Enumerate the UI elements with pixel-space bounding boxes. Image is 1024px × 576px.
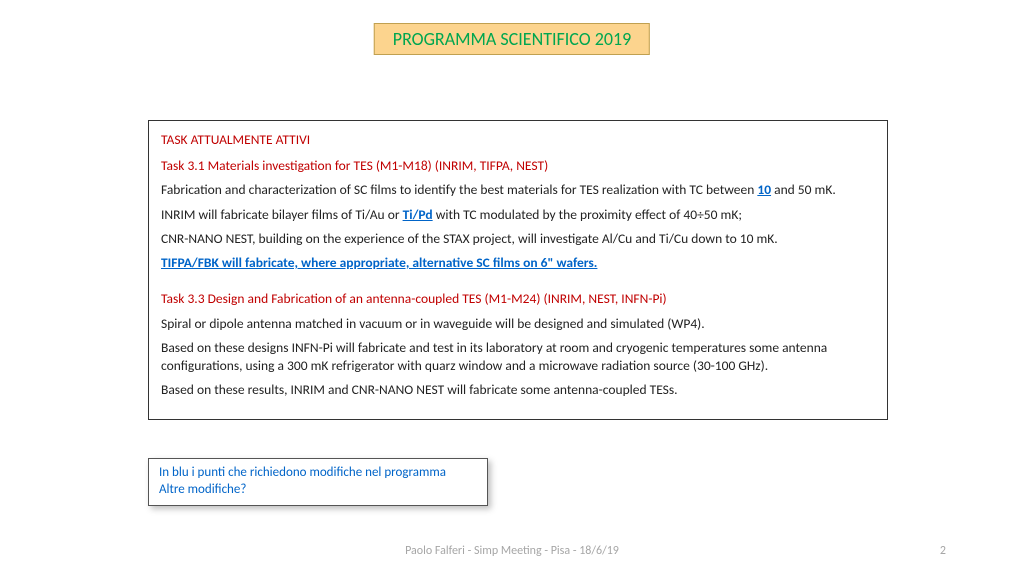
note-line1: In blu i punti che richiedono modifiche … [159, 465, 477, 482]
task31-p2-blue: Ti/Pd [403, 206, 433, 223]
task31-p1-pre: Fabrication and characterization of SC f… [161, 181, 757, 198]
footer-text: Paolo Falferi - Simp Meeting - Pisa - 18… [0, 544, 1024, 558]
task33-p3: Based on these results, INRIM and CNR-NA… [161, 381, 875, 399]
note-line2: Altre modifiche? [159, 482, 477, 499]
task31-p2-post: with TC modulated by the proximity effec… [433, 206, 742, 223]
main-content-box: TASK ATTUALMENTE ATTIVI Task 3.1 Materia… [148, 120, 888, 420]
task33-p2: Based on these designs INFN-Pi will fabr… [161, 339, 875, 375]
task33-title: Task 3.3 Design and Fabrication of an an… [161, 290, 875, 308]
task31-p1-blue: 10 [757, 181, 771, 198]
task31-p2-pre: INRIM will fabricate bilayer films of Ti… [161, 206, 403, 223]
task31-p4-blue: TIFPA/FBK will fabricate, where appropri… [161, 254, 875, 272]
task31-p1-post: and 50 mK. [771, 181, 836, 198]
note-box: In blu i punti che richiedono modifiche … [148, 458, 488, 506]
task31-p3: CNR-NANO NEST, building on the experienc… [161, 230, 875, 248]
task33-p1: Spiral or dipole antenna matched in vacu… [161, 315, 875, 333]
task31-p1: Fabrication and characterization of SC f… [161, 181, 875, 199]
page-title: PROGRAMMA SCIENTIFICO 2019 [393, 28, 631, 50]
task31-title: Task 3.1 Materials investigation for TES… [161, 157, 875, 175]
page-title-box: PROGRAMMA SCIENTIFICO 2019 [374, 23, 650, 55]
tasks-heading: TASK ATTUALMENTE ATTIVI [161, 131, 875, 149]
page-number: 2 [940, 544, 946, 558]
task31-p2: INRIM will fabricate bilayer films of Ti… [161, 206, 875, 224]
